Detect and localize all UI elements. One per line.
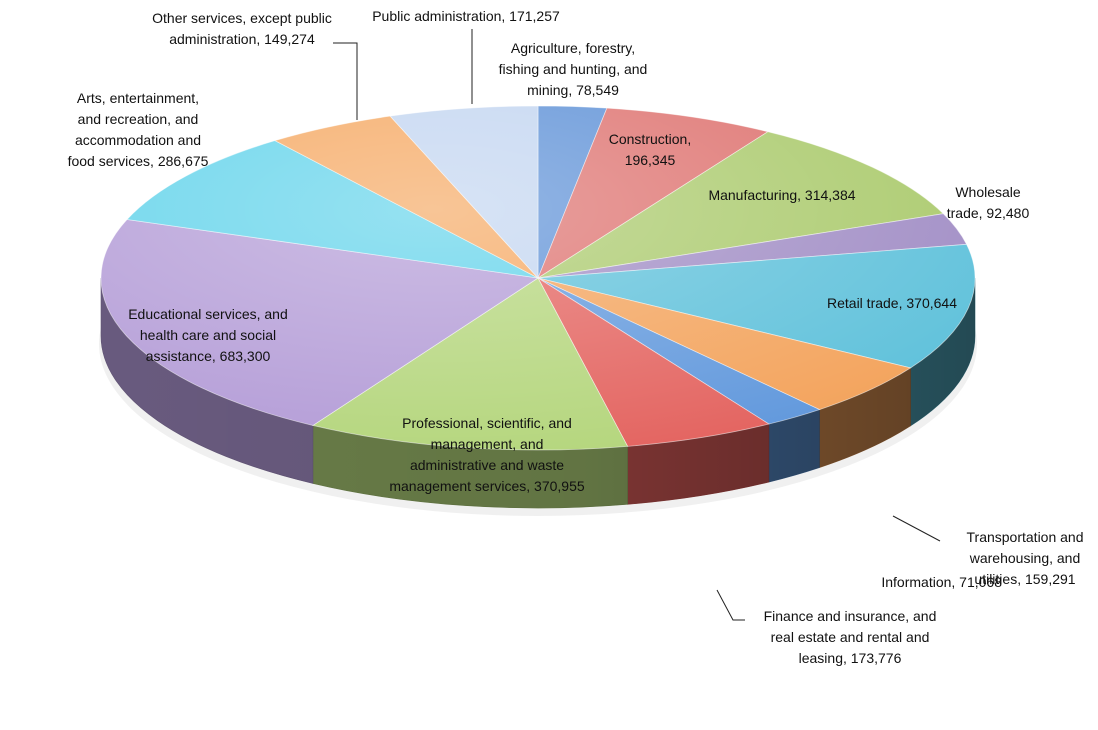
leader-line: [716, 589, 745, 621]
slice-label: Information, 71,068: [881, 574, 1002, 590]
slice-label: Retail trade, 370,644: [827, 295, 957, 311]
leader-line: [333, 42, 358, 120]
slice-label: Arts, entertainment, and recreation, and a…: [68, 90, 209, 169]
slice-label: Manufacturing, 314,384: [708, 187, 855, 203]
leader-lines: [333, 29, 941, 621]
slice-label: Finance and insurance, and real estate an…: [764, 608, 937, 666]
slice-labels: Agriculture, forestry, fishing and huntin…: [68, 8, 1084, 666]
side-shading: [101, 278, 975, 508]
leader-line: [892, 515, 941, 542]
pie-tops: [100, 105, 976, 451]
slice-label: Other services, except public administrat…: [152, 10, 332, 47]
slice-label: Agriculture, forestry, fishing and huntin…: [499, 40, 648, 98]
slice-label: Professional, scientific, and management,…: [389, 415, 585, 494]
slice-label: Wholesale trade, 92,480: [947, 184, 1030, 221]
slice-label: Educational services, and health care and…: [128, 306, 288, 364]
top-highlight: [101, 106, 975, 450]
slice-label: Construction, 196,345: [609, 131, 691, 168]
slice-label: Public administration, 171,257: [372, 8, 560, 24]
slice-label: Transportation and warehousing, and utilit…: [967, 529, 1084, 587]
